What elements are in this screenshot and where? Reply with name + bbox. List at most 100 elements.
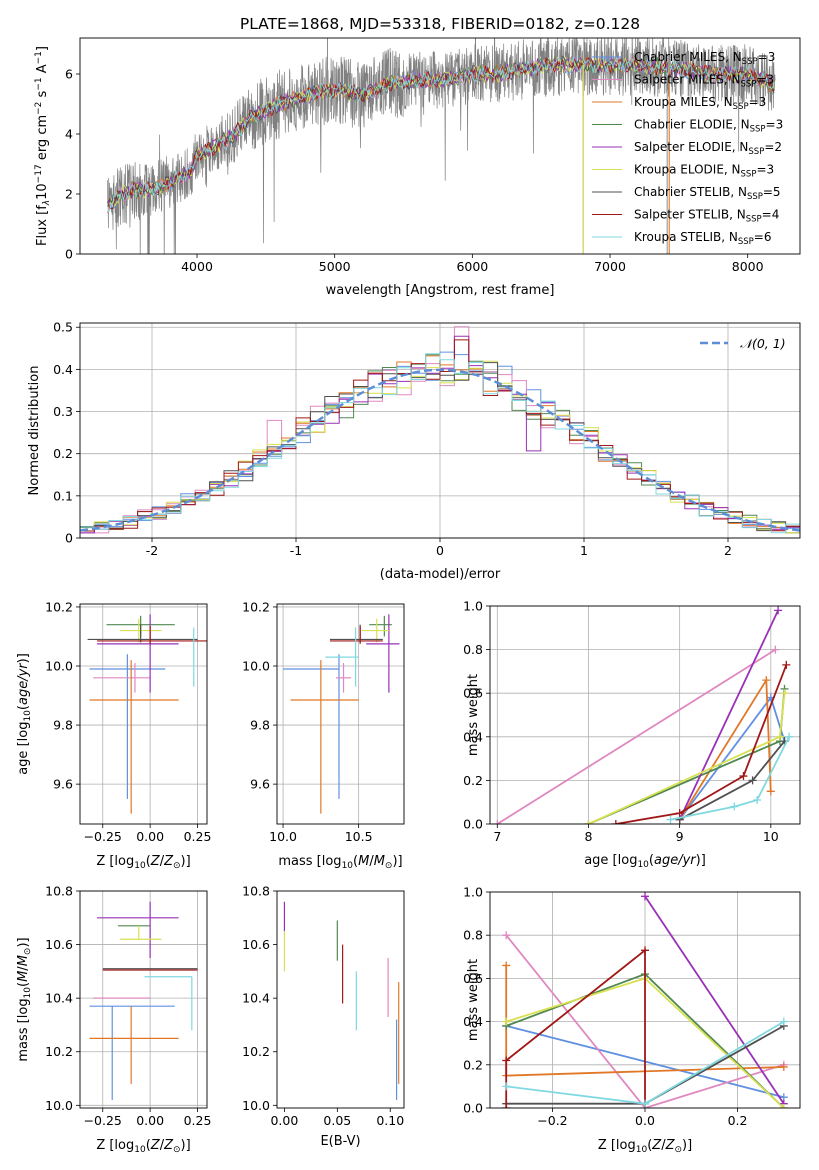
y-tick-label: 10.2: [45, 599, 73, 614]
age_vs_Z-clip-group: [87, 614, 207, 814]
y-tick-label: 10.4: [242, 991, 270, 1006]
weight-marker: [766, 787, 775, 796]
weight-marker: [779, 1104, 788, 1108]
y-tick-label: 10.0: [45, 1098, 73, 1113]
x-tick-label: 0.25: [184, 829, 212, 844]
x-axis-label: mass [log10(M/M⊙)]: [278, 854, 402, 871]
legend-label: Chabrier STELIB, NSSP=5: [634, 185, 781, 202]
y-tick-label: 0.2: [53, 446, 73, 461]
y-tick-label: 6: [65, 67, 73, 82]
weight-marker: [502, 961, 511, 970]
weight-marker: [502, 1104, 511, 1108]
x-tick-label: 8: [584, 829, 592, 844]
weight-marker: [584, 820, 593, 824]
x-tick-label: 7: [493, 829, 501, 844]
x-tick-label: 8000: [732, 259, 764, 274]
weight-series-line: [678, 610, 779, 820]
x-axis-label: Z [log10(Z/Z⊙)]: [598, 1138, 692, 1155]
legend-label: Chabrier ELODIE, NSSP=3: [634, 118, 783, 135]
y-tick-label: 0.5: [53, 320, 73, 335]
y-tick-label: 0.2: [463, 773, 483, 788]
legend-label: Chabrier MILES, NSSP=3: [634, 50, 775, 67]
x-tick-label: 2: [724, 543, 732, 558]
axes-frame: [489, 605, 801, 825]
y-tick-label: 1.0: [463, 885, 483, 900]
x-tick-label: 9: [676, 829, 684, 844]
x-tick-label: -2: [146, 543, 158, 558]
y-axis-label: mass weight: [466, 674, 481, 756]
weight-marker: [780, 689, 789, 698]
weight-marker: [730, 802, 739, 811]
weight-marker: [739, 772, 748, 781]
mass_vs_Z-plot: −0.25 0.00 0.25 10.0 10.2 10.4 10.6 10.8 Z [log1…: [16, 884, 211, 1156]
y-tick-label: 10.0: [242, 1098, 270, 1113]
axes-frame: [489, 891, 801, 1109]
y-tick-label: 10.6: [45, 937, 73, 952]
age_vs_mass-clip-group: [283, 614, 400, 814]
y-axis-label: mass [log10(M/M⊙)]: [16, 937, 33, 1061]
residuals-legend: 𝒩(0, 1): [700, 336, 786, 351]
y-tick-label: 9.8: [250, 718, 270, 733]
x-axis-label: (data-model)/error: [380, 567, 501, 582]
y-tick-label: 10.8: [45, 884, 73, 899]
x-axis-label: wavelength [Angstrom, rest frame]: [326, 283, 555, 298]
spectrum-plot: 4000 5000 6000 7000 8000 0 2 4 6 wavelength [Angs…: [34, 37, 801, 298]
weight-series-line: [615, 664, 788, 824]
y-tick-label: 4: [65, 127, 73, 142]
y-tick-label: 0: [65, 531, 73, 546]
legend-label: Salpeter MILES, NSSP=3: [634, 73, 774, 90]
y-tick-label: 0.6: [463, 971, 483, 986]
weight_vs_Z-plot: −0.2 0.0 0.2 0.0 0.2 0.4 0.6 0.8 1.0 mass weight Z…: [463, 885, 801, 1155]
axes-frame: [79, 37, 801, 255]
age_vs_Z-plot: −0.25 0.00 0.25 9.6 9.8 10.0 10.2 Z [log10(Z/Z⊙…: [16, 599, 211, 871]
weight_vs_age-clip-group: [493, 606, 794, 824]
x-tick-label: 1: [580, 543, 588, 558]
model-spectrum-line: [107, 57, 775, 205]
y-tick-label: 9.6: [53, 777, 73, 792]
x-tick-label: 0.00: [136, 829, 164, 844]
figure-title: PLATE=1868, MJD=53318, FIBERID=0182, z=0…: [240, 15, 640, 33]
axes-frame: [276, 890, 405, 1109]
y-axis-label: mass weight: [466, 959, 481, 1041]
weight-marker: [779, 1017, 788, 1026]
y-tick-label: 10.2: [242, 1044, 270, 1059]
weight-marker: [779, 1062, 788, 1071]
weight-marker: [641, 1099, 649, 1108]
legend-label: Kroupa ELODIE, NSSP=3: [634, 163, 774, 180]
weight-marker: [502, 1017, 511, 1026]
spectrum-legend: Chabrier MILES, NSSP=3 Salpeter MILES, NS…: [592, 50, 783, 247]
x-tick-label: 10: [763, 829, 779, 844]
weight-marker: [666, 815, 675, 824]
weight-marker: [762, 676, 771, 685]
x-tick-label: -1: [290, 543, 302, 558]
y-tick-label: 10.2: [242, 599, 270, 614]
y-axis-label: Normed distribution: [27, 366, 42, 496]
x-tick-label: 0.00: [136, 1113, 164, 1128]
y-tick-label: 10.0: [242, 659, 270, 674]
y-axis-label: Flux [fλ10−17 erg cm−2 s−1 A−1]: [34, 46, 52, 246]
y-tick-label: 0.6: [463, 686, 483, 701]
axes-frame: [79, 890, 208, 1109]
weight-marker: [502, 1056, 511, 1065]
weight-marker: [493, 820, 502, 824]
x-tick-label: 0.05: [323, 1113, 351, 1128]
y-tick-label: 0.4: [463, 1014, 483, 1029]
age_vs_mass-plot: 10.0 10.5 9.6 9.8 10.0 10.2 mass [log10(M/M⊙)]: [242, 599, 405, 871]
y-tick-label: 0.2: [463, 1057, 483, 1072]
x-axis-label: E(B-V): [320, 1134, 360, 1149]
y-tick-label: 0.0: [463, 1101, 483, 1116]
weight-marker: [641, 946, 649, 955]
legend-label: 𝒩(0, 1): [740, 336, 786, 351]
y-tick-label: 0.4: [53, 362, 73, 377]
weight-marker: [785, 732, 794, 741]
legend-label: Kroupa STELIB, NSSP=6: [634, 230, 772, 247]
x-tick-label: 10.0: [269, 829, 297, 844]
y-axis-label: age [log10(age/yr)]: [16, 653, 33, 775]
y-tick-label: 10.4: [45, 991, 73, 1006]
y-tick-label: 2: [65, 187, 73, 202]
legend-label: Salpeter ELODIE, NSSP=2: [634, 140, 782, 157]
x-tick-label: −0.25: [84, 1113, 122, 1128]
y-tick-label: 0.8: [463, 928, 483, 943]
mass_vs_Z-clip-group: [89, 901, 198, 1100]
